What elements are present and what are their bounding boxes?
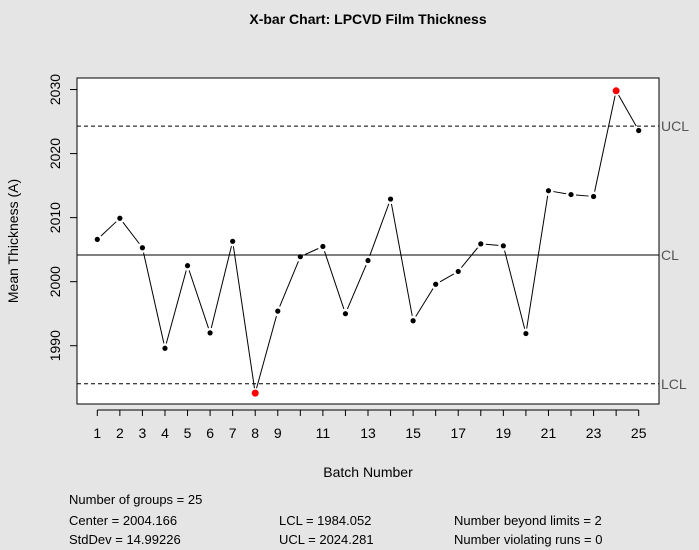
control-label-cl: CL	[661, 247, 679, 263]
series-segment	[304, 248, 319, 256]
control-label-ucl: UCL	[661, 118, 689, 134]
x-tick-label: 23	[586, 425, 602, 441]
series-segment	[122, 221, 140, 245]
data-point	[162, 345, 168, 351]
data-point	[500, 243, 506, 249]
data-point	[636, 127, 642, 134]
data-point	[523, 330, 529, 337]
series-segment	[485, 243, 499, 246]
series-segment	[618, 94, 637, 127]
x-tick-label: 21	[541, 425, 557, 441]
data-point	[275, 308, 281, 314]
y-tick-label: 2030	[47, 74, 63, 105]
x-axis-label: Batch Number	[323, 464, 413, 480]
x-tick-label: 13	[360, 425, 376, 441]
series-segment	[594, 95, 616, 192]
stat-stddev: StdDev = 14.99226	[69, 532, 181, 547]
data-point	[207, 330, 213, 336]
stat-groups: Number of groups = 25	[69, 492, 203, 507]
data-point	[94, 236, 100, 242]
series-segment	[575, 194, 589, 197]
series-segment	[461, 247, 479, 268]
series-segment	[390, 203, 413, 316]
series-segment	[323, 251, 345, 310]
series-segment	[369, 203, 390, 257]
series-segment	[346, 264, 367, 310]
x-tick-label: 15	[405, 425, 421, 441]
x-tick-label: 3	[139, 425, 147, 441]
series-segment	[256, 315, 277, 389]
x-tick-label: 11	[316, 425, 331, 441]
data-point	[342, 311, 349, 317]
series-segment	[504, 250, 526, 329]
stat-center: Center = 2004.166	[69, 513, 178, 528]
series-segment	[210, 246, 232, 329]
data-point	[230, 238, 236, 244]
data-point	[320, 243, 326, 250]
x-tick-label: 19	[496, 425, 512, 441]
x-tick-label: 7	[229, 425, 237, 441]
y-tick-label: 2000	[47, 266, 63, 297]
x-tick-label: 17	[450, 425, 466, 441]
data-point	[433, 281, 439, 287]
x-tick-label: 5	[184, 425, 192, 441]
out-of-control-point	[612, 87, 620, 95]
series-segment	[439, 273, 455, 283]
y-tick-label: 2020	[47, 138, 63, 169]
y-axis-label: Mean Thickness (A)	[5, 179, 21, 303]
data-point	[455, 268, 461, 275]
series-segment	[415, 288, 434, 317]
data-point	[117, 215, 123, 221]
out-of-control-point	[251, 389, 259, 397]
data-point	[568, 191, 574, 198]
stat-lcl: LCL = 1984.052	[279, 513, 372, 528]
x-tick-label: 25	[631, 425, 647, 441]
data-point	[297, 254, 303, 260]
stat-violating-runs: Number violating runs = 0	[454, 532, 603, 547]
x-tick-label: 2	[116, 425, 124, 441]
x-tick-label: 4	[161, 425, 169, 441]
series-segment	[279, 261, 299, 307]
series-segment	[232, 246, 255, 389]
series-segment	[188, 270, 209, 329]
data-point	[139, 245, 146, 251]
data-point	[387, 196, 394, 202]
plot-area	[76, 77, 660, 405]
data-point	[365, 257, 371, 264]
stat-ucl: UCL = 2024.281	[279, 532, 374, 547]
data-point	[590, 193, 597, 200]
data-point	[545, 188, 552, 194]
x-tick-label: 9	[274, 425, 282, 441]
x-tick-label: 8	[251, 425, 259, 441]
y-tick-label: 1990	[47, 330, 63, 361]
series-segment	[553, 191, 567, 195]
chart-title: X-bar Chart: LPCVD Film Thickness	[249, 11, 486, 27]
x-tick-label: 6	[206, 425, 214, 441]
data-point	[410, 318, 416, 324]
stat-beyond-limits: Number beyond limits = 2	[454, 513, 602, 528]
x-tick-label: 1	[93, 425, 101, 441]
data-point	[184, 263, 191, 269]
data-point	[478, 241, 484, 247]
series-segment	[100, 221, 117, 237]
series-segment	[143, 252, 165, 344]
control-label-lcl: LCL	[661, 376, 687, 392]
y-tick-label: 2010	[47, 202, 63, 233]
series-segment	[165, 270, 187, 344]
series-segment	[526, 195, 549, 329]
